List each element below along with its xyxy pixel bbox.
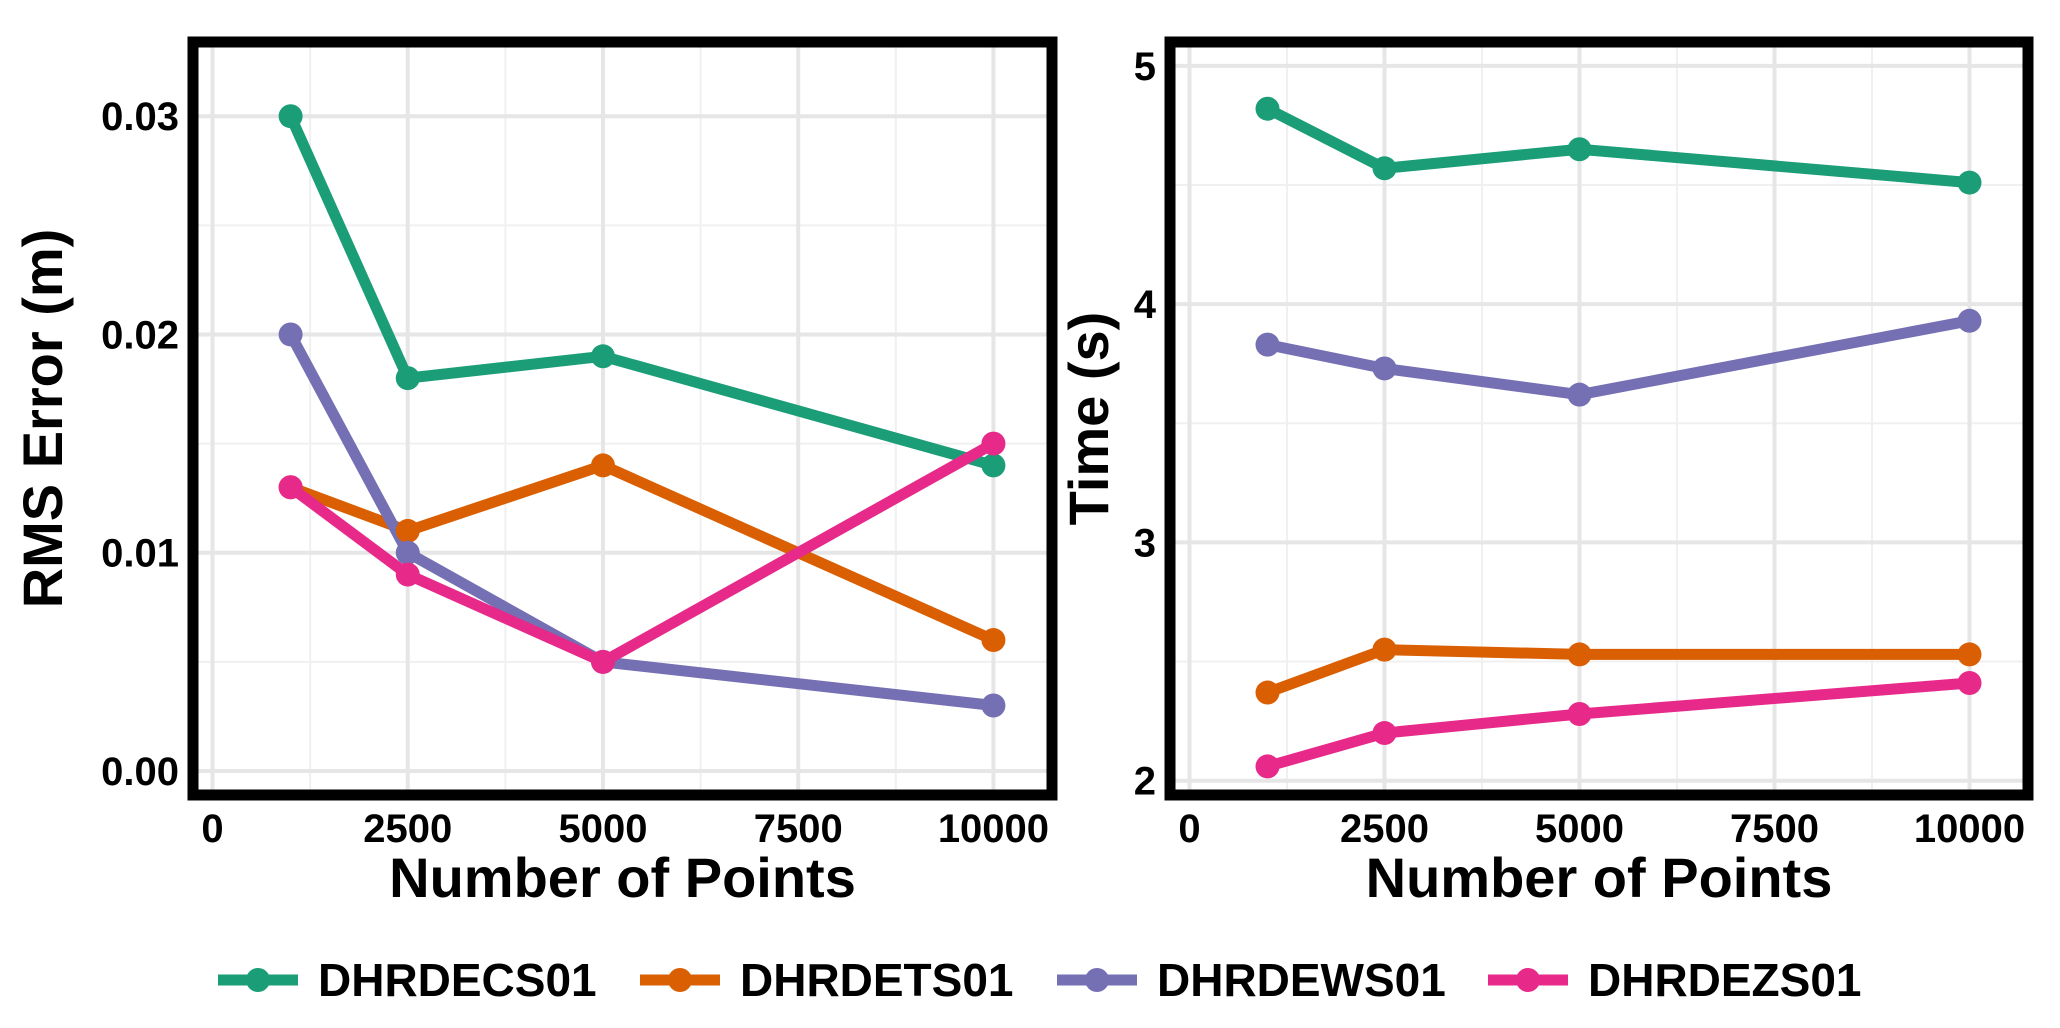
series-line-dhrdezs01: [1262, 677, 1975, 772]
data-point-dhrdezs01: [395, 562, 420, 587]
legend-swatch-point: [1516, 968, 1540, 992]
series-line-dhrdets01: [1262, 644, 1975, 699]
legend-label: DHRDETS01: [740, 954, 1014, 1006]
y-tick-label: 4: [1134, 283, 1157, 327]
y-tick-label: 0.03: [101, 95, 179, 139]
data-point-dhrdets01: [1567, 642, 1592, 667]
legend-label: DHRDEZS01: [1588, 954, 1862, 1006]
legend: DHRDECS01 DHRDETS01 DHRDEWS01 DHRDEZS01: [218, 954, 1862, 1006]
data-point-dhrdews01: [1372, 356, 1397, 381]
panel-border: [187, 36, 1058, 801]
data-point-dhrdets01: [1255, 680, 1280, 705]
data-point-dhrdezs01: [1567, 701, 1592, 726]
y-tick-label: 3: [1134, 521, 1156, 565]
series-line-dhrdews01: [285, 328, 999, 712]
x-tick-label: 5000: [558, 807, 647, 851]
y-tick-label: 5: [1134, 45, 1156, 89]
legend-label: DHRDEWS01: [1157, 954, 1446, 1006]
x-axis-title: Number of Points: [1366, 846, 1833, 909]
y-axis-title: Time (s): [1057, 312, 1120, 526]
x-tick-label: 7500: [1730, 807, 1819, 851]
data-point-dhrdezs01: [278, 475, 303, 500]
x-axis-title: Number of Points: [389, 846, 856, 909]
data-point-dhrdews01: [1255, 332, 1280, 357]
data-point-dhrdews01: [981, 693, 1006, 718]
data-point-dhrdews01: [1957, 308, 1982, 333]
data-point-dhrdews01: [278, 322, 303, 347]
x-tick-label: 10000: [1914, 807, 2025, 851]
data-point-dhrdecs01: [1957, 170, 1982, 195]
y-tick-label: 0.00: [101, 750, 179, 794]
x-tick-label: 2500: [363, 807, 452, 851]
data-point-dhrdecs01: [278, 104, 303, 129]
time-panel: 0 2500 5000 7500 10000 2 3 4 5 Number of Points Ti…: [1057, 36, 2034, 909]
series-line-dhrdews01: [1262, 315, 1975, 401]
data-point-dhrdezs01: [1255, 754, 1280, 779]
legend-swatch-point: [246, 968, 270, 992]
series-line-dhrdezs01: [285, 438, 999, 668]
y-tick-label: 0.02: [101, 313, 179, 357]
x-tick-label: 0: [1178, 807, 1200, 851]
legend-swatch-point: [668, 968, 692, 992]
x-tick-label: 7500: [754, 807, 843, 851]
data-point-dhrdezs01: [1957, 671, 1982, 696]
data-point-dhrdezs01: [590, 649, 615, 674]
y-axis-title: RMS Error (m): [11, 229, 74, 609]
series-line-dhrdecs01: [1262, 103, 1975, 189]
x-tick-label: 10000: [938, 807, 1049, 851]
data-point-dhrdecs01: [1372, 156, 1397, 181]
x-tick-label: 2500: [1340, 807, 1429, 851]
y-tick-label: 2: [1134, 760, 1156, 804]
legend-label: DHRDECS01: [318, 954, 597, 1006]
data-point-dhrdets01: [590, 453, 615, 478]
x-tick-label: 5000: [1535, 807, 1624, 851]
panel-border: [1164, 36, 2034, 801]
data-point-dhrdets01: [1372, 637, 1397, 662]
y-tick-label: 0.01: [101, 532, 179, 576]
data-point-dhrdews01: [395, 540, 420, 565]
data-point-dhrdecs01: [1567, 137, 1592, 162]
legend-swatch-point: [1085, 968, 1109, 992]
data-point-dhrdecs01: [981, 453, 1006, 478]
data-point-dhrdecs01: [1255, 96, 1280, 121]
data-point-dhrdets01: [1957, 642, 1982, 667]
data-point-dhrdezs01: [1372, 721, 1397, 746]
x-tick-label: 0: [201, 807, 223, 851]
data-point-dhrdews01: [1567, 382, 1592, 407]
data-point-dhrdecs01: [590, 344, 615, 369]
data-point-dhrdezs01: [981, 431, 1006, 456]
data-point-dhrdets01: [981, 628, 1006, 653]
series-line-dhrdecs01: [285, 110, 999, 471]
data-point-dhrdets01: [395, 518, 420, 543]
rms-error-panel: 0 2500 5000 7500 10000 0.00 0.01 0.02 0.03 Number…: [11, 36, 1058, 909]
data-point-dhrdecs01: [395, 366, 420, 391]
